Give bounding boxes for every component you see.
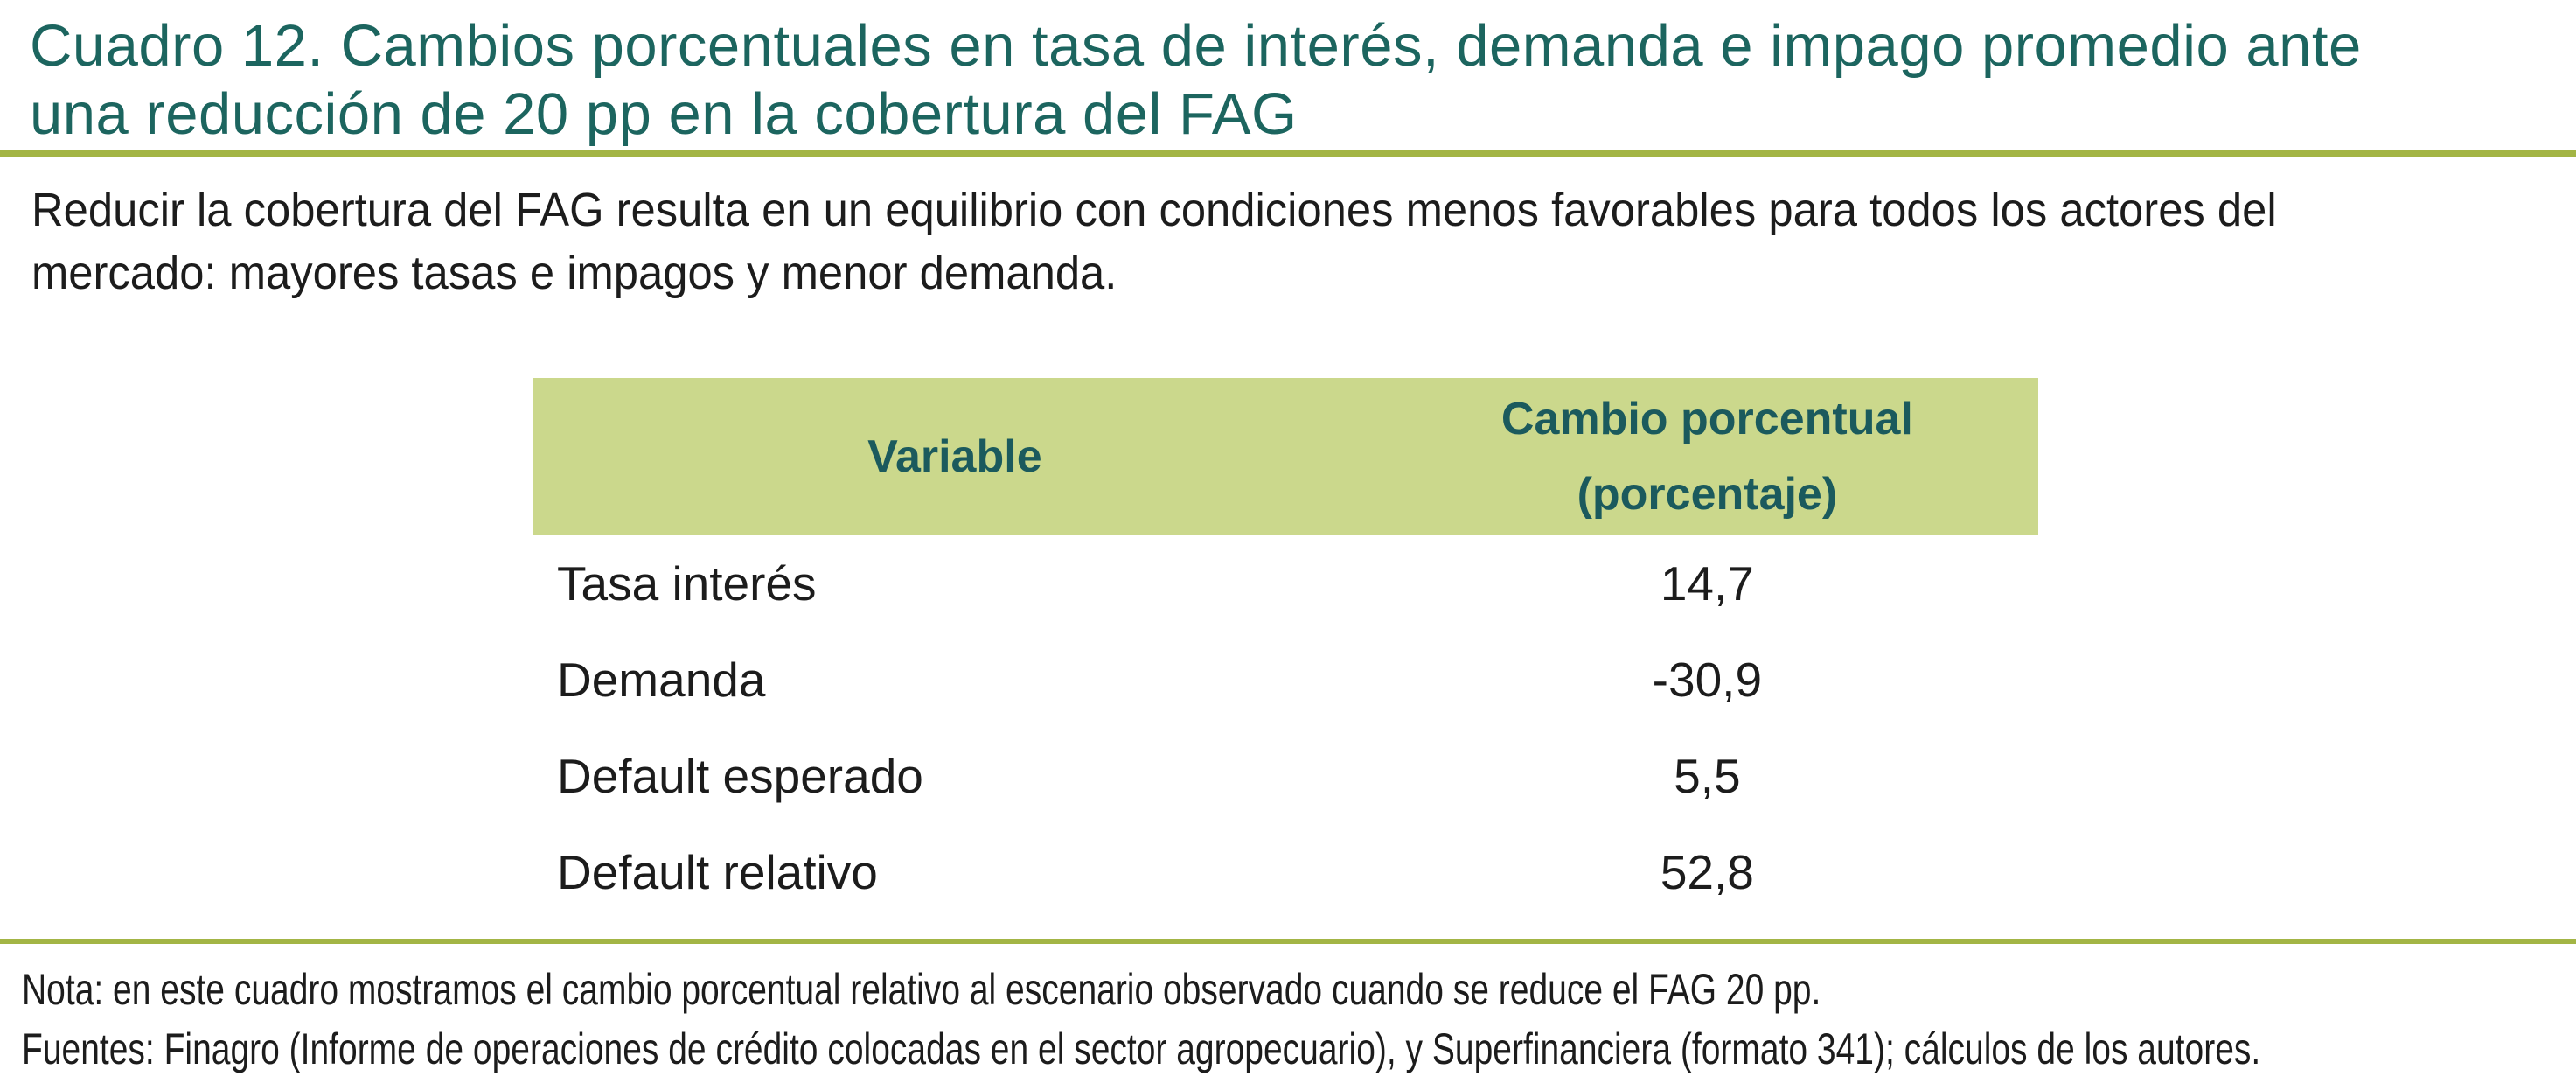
row-value: 14,7 — [1660, 556, 1754, 611]
row-label: Default esperado — [557, 749, 923, 803]
page-title-line-2: una reducción de 20 pp en la cobertura d… — [30, 81, 1298, 147]
row-label: Demanda — [557, 653, 766, 707]
row-value: 5,5 — [1674, 749, 1741, 803]
page-title: Cuadro 12. Cambios porcentuales en tasa … — [30, 12, 2362, 149]
table-row: Default relativo 52,8 — [533, 824, 2038, 920]
table-header-row: Variable Cambio porcentual (porcentaje) — [533, 378, 2038, 535]
row-label: Tasa interés — [557, 556, 817, 611]
note-text: Nota: en este cuadro mostramos el cambio… — [22, 965, 1821, 1014]
table-row: Tasa interés 14,7 — [533, 535, 2038, 632]
column-header-variable: Variable — [867, 431, 1042, 482]
summary-line-1: Reducir la cobertura del FAG resulta en … — [31, 184, 2277, 236]
row-value: -30,9 — [1652, 653, 1763, 707]
column-header-change-line-2: (porcentaje) — [1577, 469, 1838, 520]
footer-notes: Nota: en este cuadro mostramos el cambio… — [22, 960, 2260, 1079]
summary-text: Reducir la cobertura del FAG resulta en … — [31, 178, 2277, 304]
sources-text: Fuentes: Finagro (Informe de operaciones… — [22, 1024, 2261, 1073]
results-table: Variable Cambio porcentual (porcentaje) … — [533, 378, 2038, 920]
title-divider — [0, 150, 2576, 157]
page-title-line-1: Cuadro 12. Cambios porcentuales en tasa … — [30, 13, 2362, 79]
row-value: 52,8 — [1660, 845, 1754, 899]
row-label: Default relativo — [557, 845, 878, 899]
table-row: Demanda -30,9 — [533, 632, 2038, 728]
footer-divider — [0, 939, 2576, 944]
table-row: Default esperado 5,5 — [533, 728, 2038, 824]
column-header-change-line-1: Cambio porcentual — [1500, 394, 1913, 444]
summary-line-2: mercado: mayores tasas e impagos y menor… — [31, 247, 1117, 299]
column-header-change: Cambio porcentual (porcentaje) — [1376, 381, 2038, 532]
